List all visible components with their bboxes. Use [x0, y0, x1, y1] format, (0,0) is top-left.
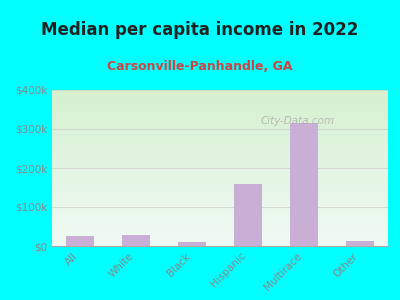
- Bar: [290, 123, 318, 246]
- Text: Median per capita income in 2022: Median per capita income in 2022: [41, 21, 359, 39]
- Bar: [122, 235, 150, 246]
- Bar: [66, 236, 94, 246]
- Bar: [234, 184, 262, 246]
- Bar: [178, 242, 206, 246]
- Bar: [346, 241, 374, 246]
- Text: City-Data.com: City-Data.com: [260, 116, 334, 126]
- Text: Carsonville-Panhandle, GA: Carsonville-Panhandle, GA: [107, 60, 293, 73]
